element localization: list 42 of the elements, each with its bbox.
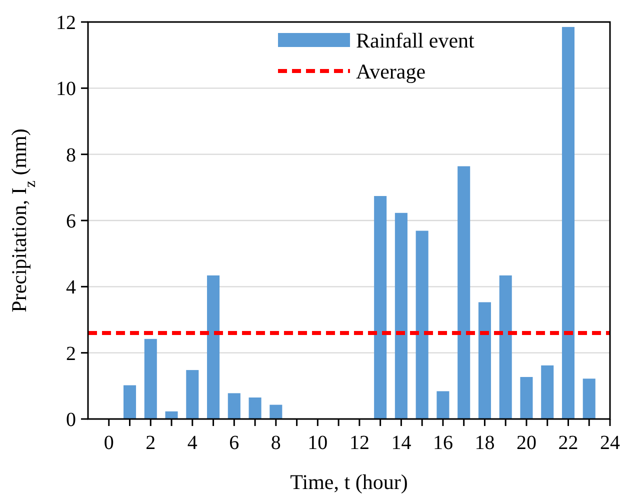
x-tick-label: 10 — [308, 432, 328, 454]
x-tick-label: 22 — [558, 432, 578, 454]
x-tick-label: 16 — [432, 432, 453, 454]
x-axis-title: Time, t (hour) — [290, 470, 408, 494]
x-tick-label: 14 — [391, 432, 412, 454]
y-tick-label: 6 — [66, 210, 76, 232]
x-tick-label: 24 — [600, 432, 620, 454]
bar — [165, 411, 178, 419]
y-tick-label: 12 — [56, 12, 76, 34]
x-tick-label: 6 — [229, 432, 240, 454]
bar — [248, 397, 262, 419]
legend-label: Average — [356, 59, 426, 84]
bar — [520, 376, 533, 419]
bar — [394, 212, 408, 419]
x-tick-label: 12 — [349, 432, 370, 454]
bar — [270, 404, 282, 419]
bar — [228, 393, 240, 419]
bar — [436, 391, 450, 419]
y-tick-label: 2 — [66, 342, 76, 365]
y-tick-label: 10 — [56, 78, 76, 100]
bar — [541, 365, 554, 419]
bar — [123, 385, 136, 419]
bar — [478, 302, 491, 419]
bar — [582, 378, 596, 419]
legend-label: Rainfall event — [356, 28, 475, 52]
bar — [144, 338, 157, 419]
bar — [207, 275, 220, 419]
x-tick-label: 2 — [146, 432, 156, 454]
bar — [416, 230, 428, 419]
y-tick-label: 0 — [66, 409, 76, 431]
y-tick-label: 8 — [66, 144, 76, 166]
x-tick-label: 20 — [516, 432, 536, 454]
bar — [186, 370, 199, 419]
x-tick-label: 0 — [104, 432, 114, 454]
bar — [499, 275, 512, 419]
x-tick-label: 18 — [474, 432, 495, 454]
bar — [374, 196, 387, 419]
bar — [458, 166, 470, 419]
y-tick-label: 4 — [66, 276, 76, 299]
bar — [562, 26, 575, 419]
x-tick-label: 4 — [187, 432, 198, 454]
x-tick-label: 8 — [270, 432, 281, 454]
